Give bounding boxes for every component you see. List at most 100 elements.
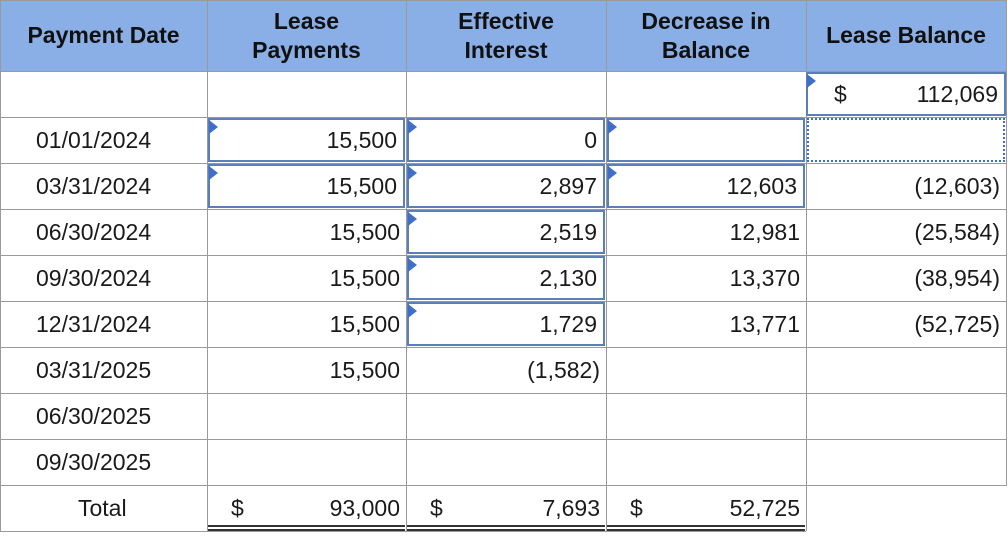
balance-cell [806, 347, 1006, 393]
balance-cell: (12,603) [806, 163, 1006, 209]
balance-cell[interactable] [807, 118, 1005, 162]
interest-cell[interactable]: 2,130 [407, 256, 605, 300]
payment-date-cell: 12/31/2024 [36, 310, 152, 337]
payment-cell: 15,500 [207, 347, 406, 393]
header-line: Payment Date [27, 22, 180, 48]
grid-line-vertical [606, 0, 607, 531]
payment-value: 15,500 [329, 310, 400, 337]
grid-line-horizontal [0, 255, 1007, 256]
currency-symbol: $ [430, 494, 443, 521]
double-underline [208, 525, 405, 527]
payment-value: 15,500 [329, 356, 400, 383]
interest-value: 1,729 [539, 310, 597, 337]
currency-symbol: $ [834, 80, 847, 107]
grid-line-horizontal [0, 531, 806, 532]
balance-value: (25,584) [914, 218, 1000, 245]
grid-line-vertical [1006, 0, 1007, 485]
double-underline [208, 529, 405, 531]
payment-value: 15,500 [326, 126, 397, 153]
double-underline [407, 529, 605, 531]
grid-line-horizontal [0, 117, 1007, 118]
interest-value: 2,130 [539, 264, 597, 291]
payment-value: 15,500 [329, 218, 400, 245]
interest-cell[interactable]: 2,897 [407, 164, 605, 208]
balance-cell [806, 393, 1006, 439]
grid-line-horizontal [0, 347, 1007, 348]
grid-line-vertical [806, 0, 807, 531]
grid-line-horizontal [0, 71, 1007, 72]
grid-line-vertical [0, 0, 1, 531]
balance-value: (38,954) [914, 264, 1000, 291]
payment-date-cell: 06/30/2024 [36, 218, 152, 245]
total-decrease-cell: $52,725 [606, 485, 806, 531]
header-decrease-in-balance: Decrease in Balance [606, 0, 806, 71]
payment-date-cell: 09/30/2024 [36, 264, 152, 291]
payment-date-cell: 03/31/2025 [36, 356, 152, 383]
payment-date-cell: 09/30/2025 [36, 448, 152, 475]
header-effective-interest: Effective Interest [406, 0, 606, 71]
grid-line-horizontal [0, 393, 1007, 394]
header-line: Payments [252, 36, 361, 63]
opening-balance-value: 112,069 [916, 80, 998, 107]
header-label: Effective Interest [458, 7, 554, 65]
header-label: Payment Date [27, 21, 179, 50]
decrease-cell: 12,981 [606, 209, 806, 255]
balance-value: (52,725) [914, 310, 1000, 337]
double-underline [407, 525, 605, 527]
decrease-value: 13,771 [729, 310, 800, 337]
payment-cell: 15,500 [207, 209, 406, 255]
balance-cell: (38,954) [806, 255, 1006, 301]
decrease-value: 13,370 [729, 264, 800, 291]
grid-line-vertical [406, 0, 407, 531]
decrease-value: 12,603 [726, 172, 797, 199]
currency-symbol: $ [231, 494, 244, 521]
payment-value: 15,500 [326, 172, 397, 199]
decrease-cell [606, 393, 806, 439]
opening-balance-cell[interactable]: $112,069 [806, 72, 1006, 116]
decrease-cell: 13,771 [606, 301, 806, 347]
decrease-cell: 13,370 [606, 255, 806, 301]
header-lease-payments: Lease Payments [207, 0, 406, 71]
total-decrease-value: 52,725 [729, 494, 800, 521]
payment-date-cell: 03/31/2024 [36, 172, 152, 199]
header-line: Balance [661, 36, 751, 63]
header-line: Interest [464, 36, 548, 63]
interest-value: 0 [584, 126, 597, 153]
payment-date-cell: 01/01/2024 [36, 126, 152, 153]
balance-cell: (52,725) [806, 301, 1006, 347]
interest-cell [406, 393, 606, 439]
decrease-cell [606, 439, 806, 485]
balance-cell [806, 439, 1006, 485]
double-underline [607, 529, 805, 531]
grid-line-horizontal [0, 209, 1007, 210]
grid-line-horizontal [0, 485, 1007, 486]
header-line: Lease [273, 7, 340, 34]
payment-cell [207, 439, 406, 485]
payment-cell: 15,500 [207, 301, 406, 347]
interest-cell[interactable]: 1,729 [407, 302, 605, 346]
decrease-cell[interactable] [607, 118, 805, 162]
payment-cell[interactable]: 15,500 [208, 164, 405, 208]
header-payment-date: Payment Date [0, 0, 207, 71]
grid-line-vertical [207, 0, 208, 531]
decrease-cell[interactable]: 12,603 [607, 164, 805, 208]
header-line: Lease Balance [826, 22, 986, 48]
header-label: Decrease in Balance [641, 7, 770, 65]
interest-value: (1,582) [527, 356, 600, 383]
interest-value: 2,897 [539, 172, 597, 199]
payment-cell[interactable]: 15,500 [208, 118, 405, 162]
grid-line-horizontal [0, 163, 1007, 164]
balance-cell: (25,584) [806, 209, 1006, 255]
grid-line-horizontal [0, 439, 1007, 440]
grid-line-horizontal [0, 0, 1007, 1]
header-line: Effective [458, 7, 554, 34]
interest-cell[interactable]: 0 [407, 118, 605, 162]
interest-cell: (1,582) [406, 347, 606, 393]
decrease-cell [606, 347, 806, 393]
interest-cell [406, 439, 606, 485]
interest-value: 2,519 [539, 218, 597, 245]
interest-cell[interactable]: 2,519 [407, 210, 605, 254]
total-interest-cell: $7,693 [406, 485, 606, 531]
grid-line-horizontal [0, 301, 1007, 302]
